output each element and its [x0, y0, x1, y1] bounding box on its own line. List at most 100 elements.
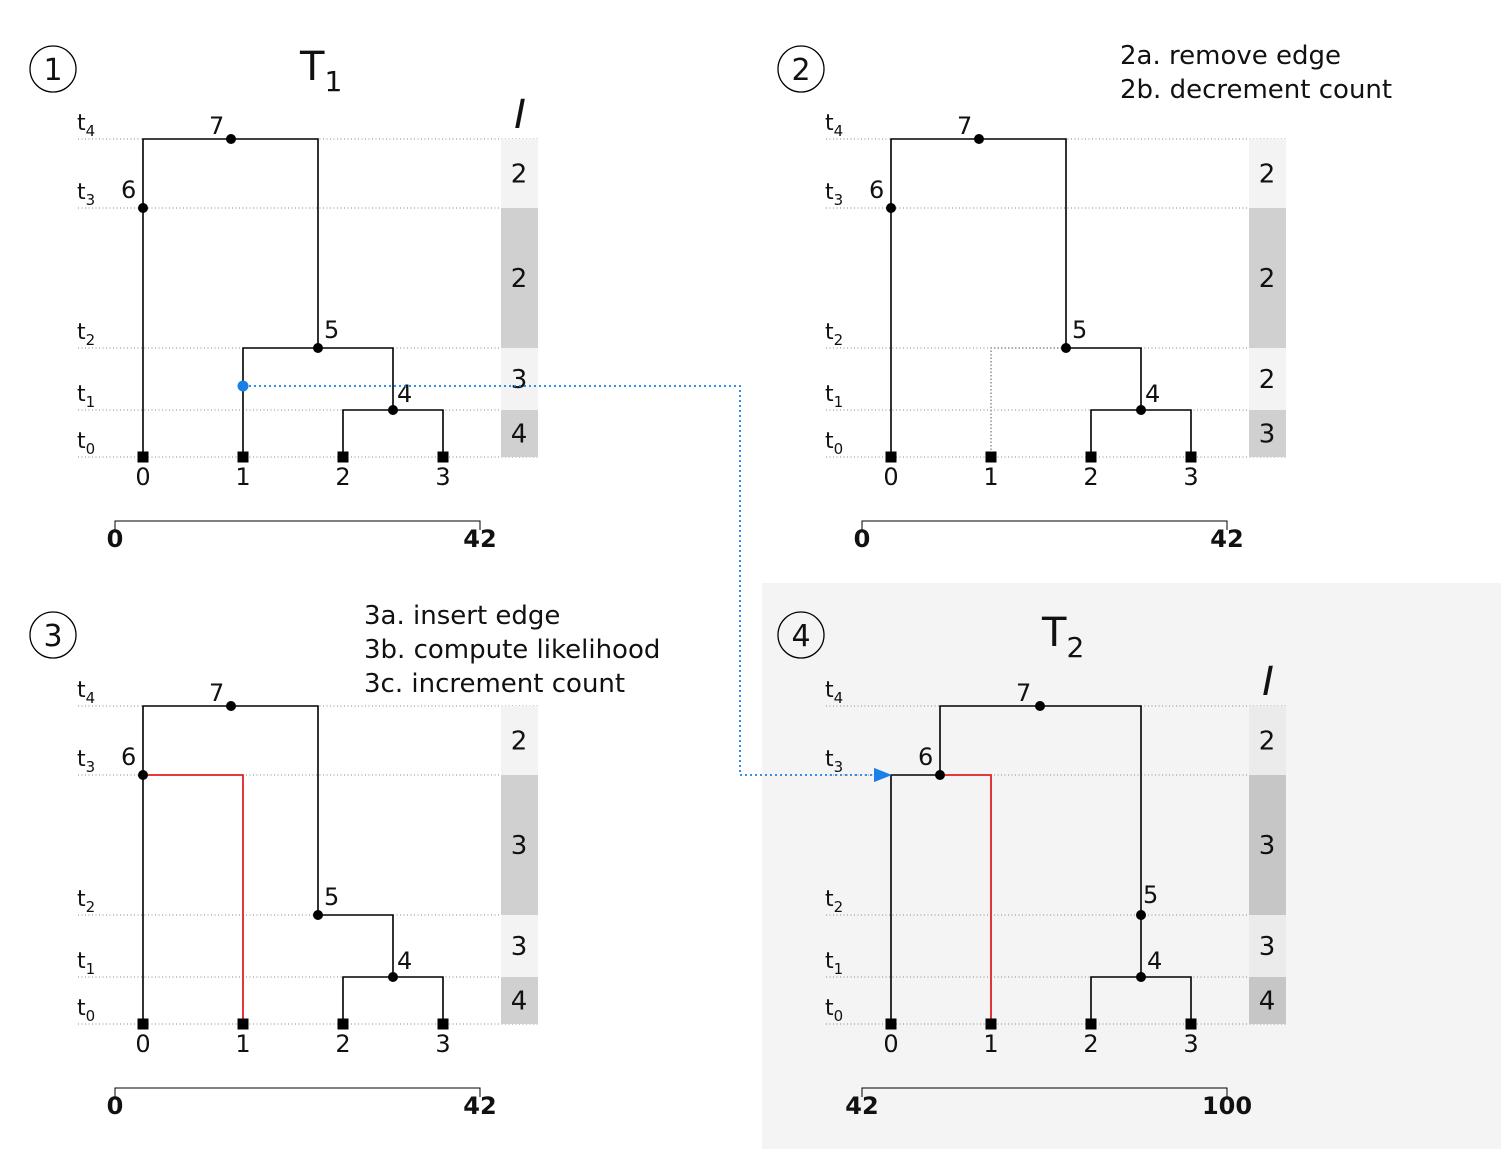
edge-5-4	[1066, 347, 1142, 410]
inserted-edge	[143, 774, 244, 1024]
edge-5-4	[318, 914, 394, 977]
interval-bar	[1249, 139, 1286, 208]
time-label: t4	[77, 111, 95, 140]
genome-axis	[114, 1087, 481, 1097]
time-label: t3	[825, 180, 843, 209]
interval-count: 2	[511, 264, 528, 294]
axis-end-label: 100	[1202, 1092, 1252, 1120]
node-label-6: 6	[918, 743, 933, 771]
leaf-label: 2	[1083, 1030, 1098, 1058]
leaf-0	[885, 1018, 897, 1030]
interval-count: 3	[1259, 420, 1276, 450]
node-label-5: 5	[324, 883, 339, 911]
leaf-2	[1085, 1018, 1097, 1030]
leaf-label: 0	[883, 1030, 898, 1058]
time-label: t1	[77, 382, 95, 411]
interval-count: 3	[511, 932, 528, 962]
panel-number: 4	[791, 619, 810, 654]
leaf-2	[337, 451, 349, 463]
node-6	[886, 203, 896, 213]
node-6	[138, 770, 148, 780]
node-label-4: 4	[1147, 947, 1162, 975]
panel-4: t4 t3 t2 t1 t0 2 3 3 4 4 T2 I 4 5 6 7 0 1 2 3 42 100	[777, 610, 1286, 1120]
interval-bar	[1249, 706, 1286, 775]
time-label: t3	[825, 747, 843, 776]
interval-header: I	[1262, 659, 1274, 705]
node-7	[226, 134, 236, 144]
edge-7	[142, 138, 319, 348]
highlight-panel-background	[762, 583, 1501, 1149]
panel-3: t4 t3 t2 t1 t0 2 3 3 4 3 3a. insert edge 3b. comput…	[29, 601, 660, 1120]
step-text: 3b. compute likelihood	[364, 635, 660, 665]
leaf-1	[985, 1018, 997, 1030]
step-text: 3c. increment count	[364, 669, 625, 699]
interval-count: 3	[1259, 932, 1276, 962]
edge-4-2-3	[342, 409, 444, 457]
interval-bar	[501, 706, 538, 775]
leaf-0	[137, 1018, 149, 1030]
interval-count: 3	[511, 831, 528, 861]
interval-bar	[501, 915, 538, 977]
step-text: 2a. remove edge	[1120, 41, 1341, 71]
node-label-5: 5	[324, 316, 339, 344]
removed-edge-1	[990, 347, 1066, 457]
leaf-2	[337, 1018, 349, 1030]
node-5	[1061, 343, 1071, 353]
interval-count: 2	[1259, 160, 1276, 190]
panel-number-circle	[777, 611, 825, 659]
time-label: t0	[825, 996, 843, 1025]
leaf-label: 3	[435, 1030, 450, 1058]
edge-7	[890, 138, 1067, 348]
axis-start-label: 42	[845, 1092, 878, 1120]
step-text: 2b. decrement count	[1120, 75, 1392, 105]
edge-4-2-3	[1090, 409, 1192, 457]
interval-count: 2	[1259, 727, 1276, 757]
node-7	[974, 134, 984, 144]
leaf-label: 1	[235, 463, 250, 491]
leaf-1	[985, 451, 997, 463]
leaf-label: 1	[983, 463, 998, 491]
node-label-5: 5	[1143, 881, 1158, 909]
time-label: t1	[77, 949, 95, 978]
tree-title: T2	[1041, 610, 1084, 664]
interval-count: 4	[511, 420, 528, 450]
panel-number: 3	[43, 619, 62, 654]
leaf-label: 2	[335, 1030, 350, 1058]
node-4	[388, 972, 398, 982]
move-arrow	[244, 385, 892, 783]
node-label-7: 7	[1016, 679, 1031, 707]
time-label: t1	[825, 949, 843, 978]
edge-7	[142, 705, 319, 915]
axis-end-label: 42	[1210, 525, 1243, 553]
time-label: t2	[825, 887, 843, 916]
leaf-2	[1085, 451, 1097, 463]
leaf-label: 0	[135, 1030, 150, 1058]
leaf-label: 3	[1183, 463, 1198, 491]
leaf-1	[237, 1018, 249, 1030]
time-label: t3	[77, 747, 95, 776]
axis-end-label: 42	[463, 525, 496, 553]
node-7	[226, 701, 236, 711]
panel-number-circle	[29, 45, 77, 93]
interval-bar	[1249, 410, 1286, 457]
panel-number: 2	[791, 53, 810, 88]
leaf-label: 3	[435, 463, 450, 491]
interval-bar	[1249, 775, 1286, 915]
interval-count: 2	[511, 727, 528, 757]
interval-count: 4	[1259, 987, 1276, 1017]
edge-5-1-4	[242, 347, 394, 457]
interval-count: 3	[511, 365, 528, 395]
panel-2: t4 t3 t2 t1 t0 2 2 2 3 2 2a. remove edge 2b. decrem…	[777, 41, 1392, 553]
leaf-label: 2	[335, 463, 350, 491]
leaf-3	[1185, 1018, 1197, 1030]
time-label: t0	[77, 429, 95, 458]
node-5	[313, 343, 323, 353]
edge-4-2-3	[342, 976, 444, 1024]
panel-number-circle	[777, 45, 825, 93]
panel-number: 1	[43, 53, 62, 88]
leaf-label: 1	[983, 1030, 998, 1058]
interval-count: 4	[511, 987, 528, 1017]
interval-bar	[1249, 208, 1286, 348]
